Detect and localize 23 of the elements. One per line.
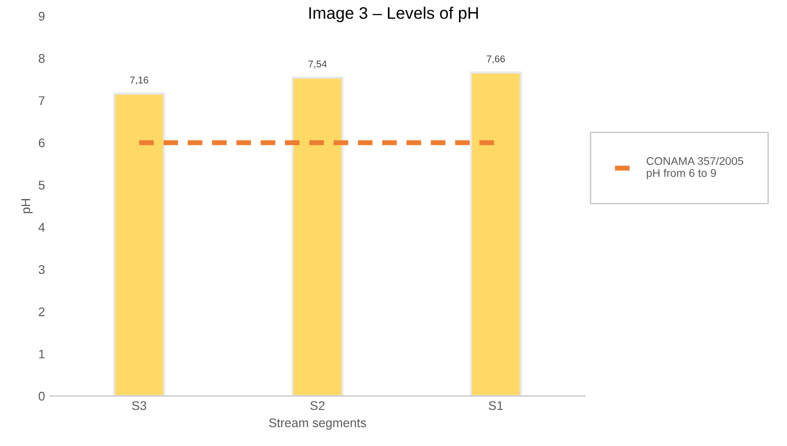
y-tick-label: 4 — [38, 223, 45, 232]
y-tick-label: 3 — [38, 265, 45, 274]
data-label: 7,16 — [130, 76, 148, 85]
legend-label: CONAMA 357/2005 pH from 6 to 9 — [646, 156, 744, 180]
y-tick-label: 6 — [38, 138, 45, 148]
y-tick-label: 5 — [38, 180, 45, 190]
y-tick-label: 1 — [39, 350, 45, 358]
x-tick-label: S1 — [488, 401, 503, 410]
bar — [113, 92, 166, 396]
data-label: 7,66 — [486, 55, 505, 64]
data-label: 7,54 — [308, 60, 327, 69]
y-tick-label: 0 — [38, 392, 45, 401]
x-axis-title: Stream segments — [269, 418, 366, 430]
y-axis-title: pH — [21, 199, 33, 214]
chart-title: Image 3 – Levels of pH — [309, 6, 478, 22]
x-tick-label: S2 — [310, 401, 325, 410]
y-tick-label: 2 — [38, 307, 45, 316]
x-tick-label: S3 — [132, 401, 146, 410]
y-tick-label: 7 — [38, 96, 45, 105]
bar — [470, 72, 522, 396]
y-tick-label: 8 — [38, 54, 45, 63]
bar — [291, 76, 344, 396]
y-tick-label: 9 — [38, 12, 45, 21]
